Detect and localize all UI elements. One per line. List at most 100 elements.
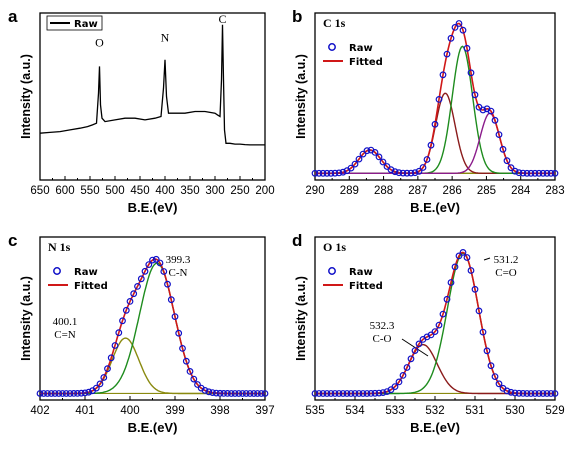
raw-data-point — [351, 160, 359, 168]
raw-data-point — [467, 69, 475, 77]
x-tick-label: 500 — [105, 185, 124, 197]
panel-c: c N 1s 402 401 400 399 398 397 B.E.(eV) Intensity… — [8, 231, 275, 435]
raw-data-point — [81, 389, 89, 397]
raw-data-point — [51, 390, 59, 397]
raw-data-point — [515, 389, 523, 397]
component-energy-label: 400.1 — [53, 316, 78, 328]
raw-data-point — [495, 380, 503, 388]
raw-data-point — [175, 329, 183, 337]
raw-data-point — [347, 164, 355, 172]
raw-data-point — [463, 254, 471, 261]
x-tick-label: 286 — [443, 185, 462, 197]
x-axis-label: B.E.(eV) — [410, 420, 460, 435]
x-tick-label: 532 — [425, 405, 444, 417]
x-tick-label: 283 — [545, 185, 564, 197]
raw-data-point — [160, 268, 168, 275]
raw-data-point — [527, 169, 535, 177]
x-tick-label: 530 — [505, 405, 524, 417]
raw-data-point — [423, 156, 431, 163]
component-energy-label: 532.3 — [370, 320, 395, 332]
raw-data-point — [383, 163, 391, 170]
raw-data-point — [375, 153, 383, 161]
raw-data-point — [122, 306, 130, 314]
raw-data-point — [439, 310, 447, 318]
x-tick-label: 450 — [130, 185, 149, 197]
legend-raw-marker — [328, 43, 336, 51]
y-axis-label: Intensity (a.u.) — [294, 276, 308, 361]
raw-data-point — [503, 387, 511, 395]
raw-data-point — [447, 279, 455, 286]
panel-d: d O 1s 535 534 533 532 531 530 529 B.E.(eV) Intens… — [292, 231, 565, 435]
raw-data-point — [216, 389, 224, 397]
x-tick-label: 533 — [385, 405, 404, 417]
raw-data-point — [167, 296, 175, 304]
raw-data-point — [479, 328, 487, 336]
raw-data-point — [447, 34, 455, 42]
panel-a: a 650 600 550 500 450 400 350 300 250 200 B.E.(eV) I… — [8, 7, 275, 215]
raw-data-point — [551, 390, 559, 397]
x-tick-label: 284 — [511, 185, 531, 197]
raw-data-point — [111, 342, 119, 349]
raw-data-point — [186, 368, 194, 375]
raw-data-point — [535, 390, 543, 397]
raw-data-point — [171, 313, 179, 321]
raw-data-point — [205, 388, 213, 396]
raw-data-point — [257, 390, 265, 397]
raw-data-point — [359, 150, 367, 158]
raw-data-point — [391, 383, 399, 391]
raw-data-point — [411, 347, 419, 355]
raw-data-point — [515, 169, 523, 177]
raw-data-point — [227, 390, 235, 397]
raw-data-point — [323, 169, 331, 177]
raw-data-point — [141, 267, 149, 275]
raw-data-point — [347, 390, 355, 397]
legend-box — [46, 15, 103, 31]
raw-data-point — [459, 26, 467, 34]
raw-data-point — [130, 290, 138, 298]
x-axis-label: B.E.(eV) — [128, 200, 178, 215]
raw-data-point — [471, 91, 479, 99]
x-axis-label: B.E.(eV) — [128, 420, 178, 435]
raw-data-point — [137, 275, 145, 283]
raw-data-point — [66, 390, 74, 397]
component-energy-label: 531.2 — [494, 254, 519, 266]
raw-data-point — [471, 285, 479, 293]
y-axis-label: Intensity (a.u.) — [294, 54, 308, 139]
raw-data-point — [531, 169, 539, 177]
raw-data-point — [44, 390, 51, 397]
raw-data-point — [152, 255, 160, 263]
raw-data-point — [77, 389, 85, 397]
legend-raw-text: Raw — [74, 267, 98, 278]
raw-data-point — [47, 390, 55, 397]
raw-data-point — [239, 390, 246, 397]
raw-data-point — [431, 328, 439, 336]
raw-data-point — [539, 390, 547, 397]
raw-data-point — [339, 168, 347, 176]
raw-data-point — [459, 248, 467, 256]
raw-data-point — [403, 169, 411, 177]
x-tick-label: 399 — [165, 405, 184, 417]
raw-data-point — [311, 390, 319, 397]
raw-data-point — [443, 50, 451, 58]
raw-data-point — [543, 390, 551, 397]
panel-title: N 1s — [48, 240, 71, 254]
raw-data-point — [463, 44, 471, 52]
raw-data-point — [319, 390, 327, 397]
panel-title: C 1s — [323, 16, 346, 30]
raw-data-point — [331, 390, 339, 397]
raw-data-point — [455, 20, 463, 27]
raw-data-point — [55, 390, 63, 397]
x-tick-label: 650 — [30, 185, 49, 197]
legend-raw-text: Raw — [74, 19, 98, 30]
raw-data-point — [495, 131, 503, 139]
raw-data-point — [431, 120, 439, 128]
component-bond-label: C-O — [373, 333, 392, 345]
raw-data-point — [519, 390, 527, 397]
raw-data-point — [519, 169, 527, 177]
peak-label: O — [95, 35, 104, 49]
raw-data-point — [399, 372, 407, 379]
raw-data-point — [115, 329, 123, 337]
raw-data-point — [379, 158, 387, 166]
raw-data-point — [74, 390, 81, 397]
raw-data-point — [40, 390, 48, 397]
